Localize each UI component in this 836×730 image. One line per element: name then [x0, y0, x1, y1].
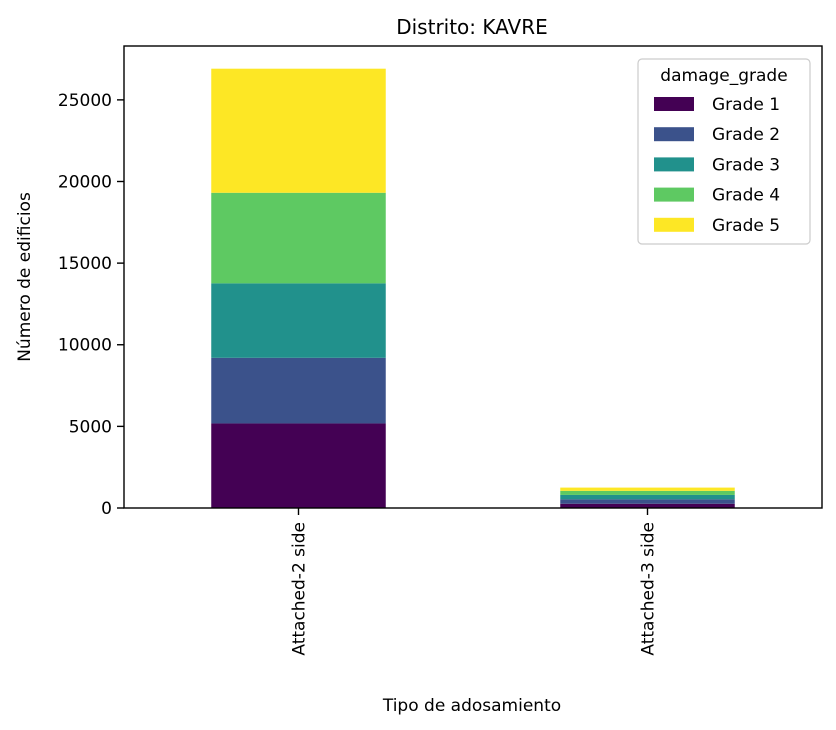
bar-grade-3-cat-1	[211, 283, 386, 358]
bar-grade-5-cat-2	[560, 487, 735, 491]
y-tick-label: 5000	[69, 417, 112, 437]
bar-grade-1-cat-2	[560, 503, 735, 508]
bar-grade-2-cat-2	[560, 499, 735, 504]
y-tick-label: 15000	[58, 254, 112, 274]
bar-grade-4-cat-1	[211, 192, 386, 284]
legend-swatch-grade-5	[654, 217, 694, 232]
legend-label-grade-2: Grade 2	[712, 125, 780, 145]
legend-title: damage_grade	[660, 66, 787, 86]
x-axis-label: Tipo de adosamiento	[382, 696, 561, 716]
y-axis-label: Número de edificios	[15, 192, 35, 362]
y-tick-label: 0	[101, 499, 112, 519]
legend-swatch-grade-4	[654, 187, 694, 202]
legend-label-grade-1: Grade 1	[712, 95, 780, 115]
plot-frame	[123, 45, 823, 509]
x-tick-label: Attached-3 side	[639, 522, 659, 656]
bars-group	[211, 68, 735, 508]
bar-grade-4-cat-2	[560, 490, 735, 495]
legend-label-grade-4: Grade 4	[712, 186, 780, 206]
y-tick-label: 25000	[58, 91, 112, 111]
y-tick-label: 10000	[58, 336, 112, 356]
chart-title: Distrito: KAVRE	[396, 15, 548, 39]
legend-label-grade-3: Grade 3	[712, 155, 780, 175]
bar-grade-5-cat-1	[211, 68, 386, 193]
bar-grade-2-cat-1	[211, 357, 386, 424]
y-tick-label: 20000	[58, 172, 112, 192]
legend-swatch-grade-1	[654, 97, 694, 111]
axes-group: 0 5000 10000 15000 20000 25000 Attached-2 side…	[58, 45, 823, 656]
bar-grade-3-cat-2	[560, 494, 735, 500]
legend-swatch-grade-2	[654, 127, 694, 142]
x-tick-label: Attached-2 side	[290, 522, 310, 656]
legend-swatch-grade-3	[654, 157, 694, 172]
legend-label-grade-5: Grade 5	[712, 216, 780, 236]
legend: damage_grade Grade 1 Grade 2 Grade 3 Grade …	[637, 58, 811, 245]
bar-grade-1-cat-1	[211, 423, 386, 508]
